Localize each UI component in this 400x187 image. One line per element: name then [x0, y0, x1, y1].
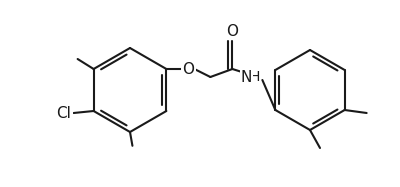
- Text: O: O: [182, 62, 194, 76]
- Text: N: N: [241, 70, 252, 85]
- Text: Cl: Cl: [56, 105, 71, 120]
- Text: H: H: [249, 70, 260, 84]
- Text: O: O: [226, 24, 238, 39]
